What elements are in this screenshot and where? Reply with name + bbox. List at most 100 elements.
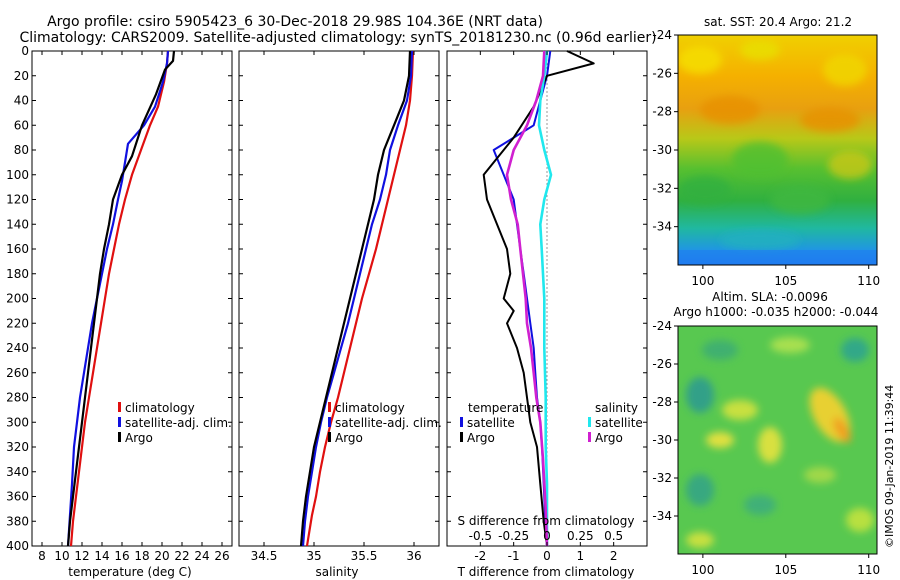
legend-swatch-satellite — [118, 417, 121, 427]
sst-map-axes: 100 105 110 -24 -26 -28 -30 -32 -34 — [652, 28, 880, 288]
legend-swatch-s-satellite — [588, 417, 591, 427]
temperature-panel — [31, 50, 233, 547]
depth-tick-label: 260 — [6, 366, 29, 380]
salinity-tick-label: 35.5 — [351, 549, 378, 563]
legend-label-t-satellite: satellite — [467, 416, 515, 430]
map-y-tick-label: -24 — [652, 28, 672, 42]
map-x-tick-label: 110 — [857, 563, 880, 577]
legend-swatch-argo — [118, 432, 121, 442]
depth-tick-label: 40 — [14, 94, 29, 108]
temperature-argo-line — [66, 50, 176, 547]
s-difference-tick-label: -0.5 — [469, 529, 492, 543]
depth-tick-label: 300 — [6, 415, 29, 429]
temperature-tick-label: 14 — [94, 549, 109, 563]
depth-tick-label: 200 — [6, 292, 29, 306]
t-difference-tick-label: 1 — [577, 549, 585, 563]
temperature-tick-label: 26 — [214, 549, 229, 563]
temperature-tick-label: 20 — [154, 549, 169, 563]
salinity-tick-label: 36 — [406, 549, 421, 563]
temperature-tick-label: 18 — [134, 549, 149, 563]
depth-tick-label: 140 — [6, 217, 29, 231]
sla-map-axes: 100 105 110 -24 -26 -28 -30 -32 -34 — [652, 319, 880, 577]
t-difference-tick-label: 2 — [610, 549, 618, 563]
imos-watermark: ©IMOS 09-Jan-2019 11:39:44 — [883, 385, 896, 548]
s-difference-axis-label: S difference from climatology — [458, 514, 635, 528]
map-y-tick-label: -30 — [652, 143, 672, 157]
temperature-axis-label: temperature (deg C) — [68, 565, 191, 579]
legend-swatch-s-argo — [588, 432, 591, 442]
legend-label-s-satellite: satellite — [595, 416, 643, 430]
s-difference-tick-label: 0.5 — [604, 529, 623, 543]
sst-map-title: sat. SST: 20.4 Argo: 21.2 — [704, 15, 852, 29]
depth-tick-label: 360 — [6, 490, 29, 504]
legend-swatch-climatology — [118, 402, 121, 412]
salinity-tick-label: 35 — [306, 549, 321, 563]
difference-t-argo-line — [482, 50, 595, 547]
legend-swatch-satellite — [328, 417, 331, 427]
sla-map: Altim. SLA: -0.0096 Argo h1000: -0.035 h… — [652, 290, 880, 577]
map-y-tick-label: -28 — [652, 395, 672, 409]
depth-tick-label: 340 — [6, 465, 29, 479]
depth-tick-label: 220 — [6, 316, 29, 330]
legend-swatch-t-satellite — [460, 417, 463, 427]
sst-map: sat. SST: 20.4 Argo: 21.2 100 105 110 -24 -2… — [652, 15, 880, 288]
legend-label-s-argo: Argo — [595, 431, 623, 445]
temperature-tick-label: 10 — [54, 549, 69, 563]
map-x-tick-label: 100 — [691, 274, 714, 288]
depth-tick-label: 60 — [14, 118, 29, 132]
sla-map-subtitle: Argo h1000: -0.035 h2000: -0.044 — [674, 305, 879, 319]
legend-label-argo: Argo — [125, 431, 153, 445]
legend-title-temperature: temperature — [468, 401, 543, 415]
temperature-tick-label: 16 — [114, 549, 129, 563]
difference-temperature-legend: temperature satellite Argo — [460, 401, 543, 445]
depth-tick-label: 280 — [6, 391, 29, 405]
map-y-tick-label: -34 — [652, 509, 672, 523]
legend-label-argo: Argo — [335, 431, 363, 445]
salinity-plot: 34.5 35 35.5 36 — [251, 50, 422, 563]
temperature-plot: 8 10 12 14 16 18 20 22 24 26 — [38, 50, 230, 563]
salinity-argo-line — [299, 50, 412, 547]
temperature-tick-label: 8 — [38, 549, 46, 563]
depth-tick-label: 380 — [6, 514, 29, 528]
map-y-tick-label: -32 — [652, 471, 672, 485]
legend-swatch-t-argo — [460, 432, 463, 442]
salinity-climatology-line — [305, 50, 415, 547]
sla-map-title: Altim. SLA: -0.0096 — [712, 290, 828, 304]
map-y-tick-label: -24 — [652, 319, 672, 333]
depth-tick-label: 400 — [6, 539, 29, 553]
map-y-tick-label: -28 — [652, 105, 672, 119]
temperature-climatology-line — [69, 50, 170, 547]
t-difference-axis-label: T difference from climatology — [457, 565, 635, 579]
legend-swatch-climatology — [328, 402, 331, 412]
legend-title-salinity: salinity — [595, 401, 638, 415]
depth-tick-label: 80 — [14, 143, 29, 157]
t-difference-tick-label: 0 — [543, 549, 551, 563]
salinity-panel — [238, 50, 440, 547]
legend-label-climatology: climatology — [125, 401, 195, 415]
legend-label-satellite: satellite-adj. clim. — [335, 416, 442, 430]
depth-axis: 0 20 40 60 80 100 120 140 160 180 200 220 240 260 280 3… — [6, 44, 647, 553]
depth-tick-label: 240 — [6, 341, 29, 355]
map-y-tick-label: -26 — [652, 357, 672, 371]
t-difference-tick-label: -1 — [508, 549, 520, 563]
map-x-tick-label: 105 — [774, 274, 797, 288]
title-line-1: Argo profile: csiro 5905423_6 30-Dec-201… — [47, 14, 543, 30]
s-difference-tick-label: 0.25 — [567, 529, 594, 543]
map-y-tick-label: -32 — [652, 181, 672, 195]
legend-label-t-argo: Argo — [467, 431, 495, 445]
legend-label-satellite: satellite-adj. clim. — [125, 416, 232, 430]
depth-tick-label: 320 — [6, 440, 29, 454]
sst-map-image — [678, 35, 877, 265]
map-x-tick-label: 100 — [691, 563, 714, 577]
title-line-2: Climatology: CARS2009. Satellite-adjuste… — [19, 30, 656, 46]
difference-s-satellite-line — [537, 50, 553, 546]
salinity-tick-label: 34.5 — [251, 549, 278, 563]
salinity-satellite-adj-clim--line — [301, 50, 414, 547]
temperature-tick-label: 22 — [174, 549, 189, 563]
map-y-tick-label: -26 — [652, 66, 672, 80]
legend-swatch-argo — [328, 432, 331, 442]
map-x-tick-label: 105 — [774, 563, 797, 577]
map-y-tick-label: -34 — [652, 220, 672, 234]
temperature-legend: climatology satellite-adj. clim. Argo — [118, 401, 232, 445]
